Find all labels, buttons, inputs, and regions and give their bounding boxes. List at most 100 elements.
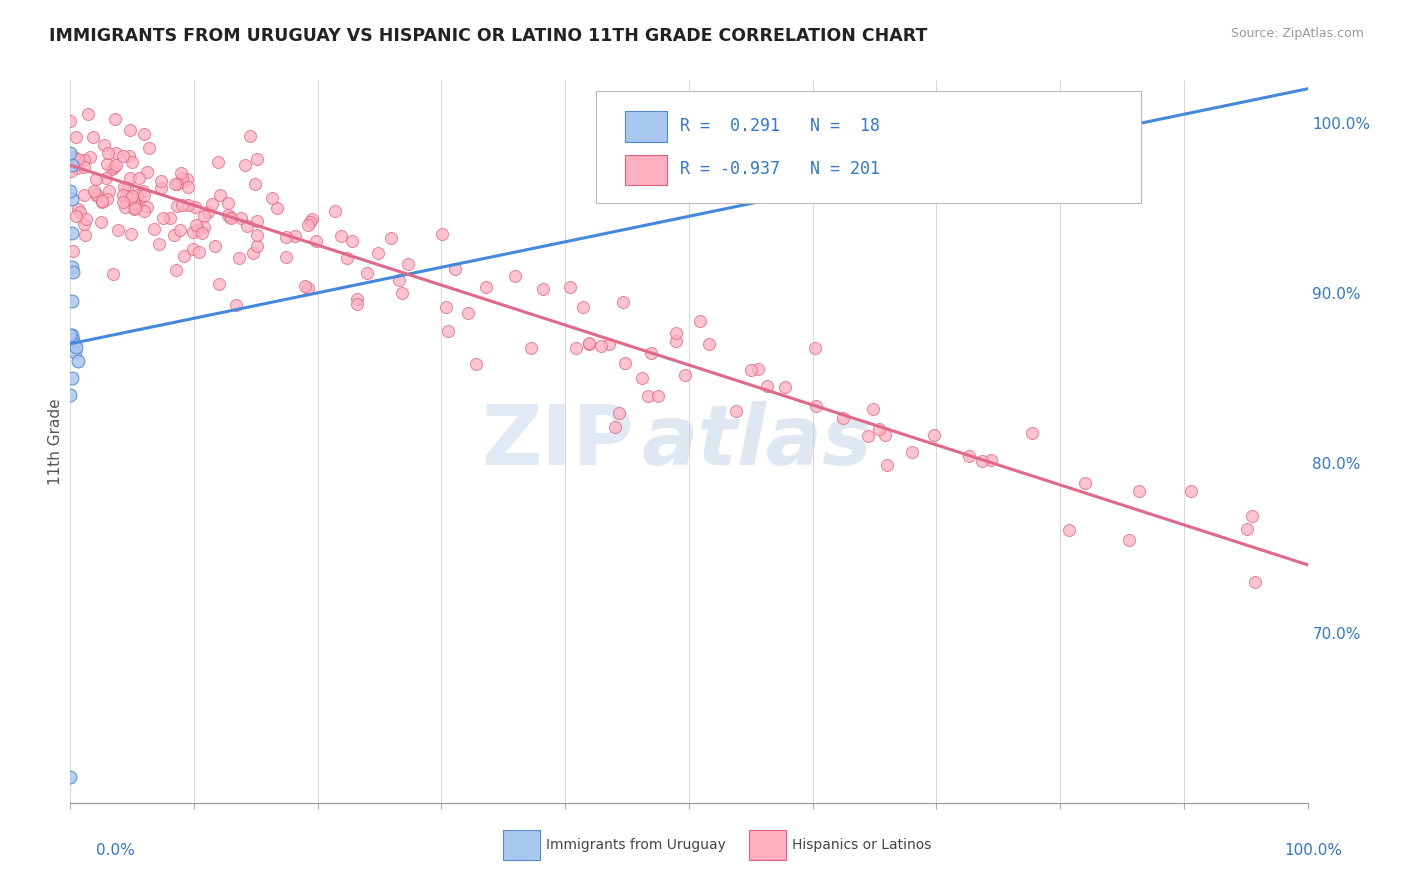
Point: [79, 150, 101, 164]
Point: [66, 161, 89, 175]
Point: [86, 189, 108, 203]
Point: [65, 130, 87, 145]
Point: [613, 356, 636, 370]
Point: [299, 215, 322, 229]
Point: [60, 328, 83, 343]
Point: [740, 363, 762, 377]
Point: [120, 191, 142, 205]
Point: [124, 201, 146, 215]
Point: [747, 362, 769, 376]
Point: [572, 300, 595, 314]
Point: [598, 336, 620, 351]
Point: [90, 215, 112, 229]
Point: [121, 154, 143, 169]
Point: [148, 237, 170, 252]
Point: [862, 402, 884, 417]
Point: [246, 214, 269, 228]
Text: R =  0.291   N =  18: R = 0.291 N = 18: [681, 117, 880, 135]
Point: [60, 371, 83, 385]
Point: [118, 148, 141, 162]
Point: [243, 177, 266, 191]
Point: [465, 357, 488, 371]
Point: [276, 250, 298, 264]
Point: [125, 197, 148, 211]
Point: [637, 388, 659, 402]
Point: [169, 222, 191, 236]
Point: [804, 341, 827, 355]
Point: [1180, 484, 1202, 499]
Point: [340, 234, 363, 248]
Point: [117, 181, 139, 195]
Point: [112, 149, 135, 163]
Point: [60, 164, 83, 178]
Point: [297, 281, 319, 295]
Point: [166, 177, 188, 191]
Point: [1244, 575, 1267, 590]
Text: 100.0%: 100.0%: [1285, 843, 1343, 858]
Point: [62, 265, 84, 279]
Point: [63, 336, 86, 351]
Point: [284, 228, 307, 243]
Point: [105, 158, 128, 172]
Point: [84, 186, 107, 201]
Point: [207, 155, 229, 169]
Point: [1059, 523, 1081, 537]
Point: [138, 141, 160, 155]
Point: [103, 161, 125, 175]
Text: Immigrants from Uruguay: Immigrants from Uruguay: [546, 838, 725, 852]
Point: [301, 212, 323, 227]
Point: [236, 219, 259, 233]
Point: [107, 223, 129, 237]
Text: ZIP: ZIP: [481, 401, 633, 482]
FancyBboxPatch shape: [596, 91, 1140, 203]
Point: [96, 157, 118, 171]
Point: [578, 336, 600, 351]
Point: [69, 205, 91, 219]
Point: [233, 158, 256, 172]
Point: [101, 161, 124, 176]
Point: [173, 249, 195, 263]
Point: [217, 195, 239, 210]
Point: [246, 228, 269, 243]
Point: [59, 184, 82, 198]
Point: [128, 195, 150, 210]
Point: [73, 188, 96, 202]
Point: [104, 112, 127, 127]
Text: IMMIGRANTS FROM URUGUAY VS HISPANIC OR LATINO 11TH GRADE CORRELATION CHART: IMMIGRANTS FROM URUGUAY VS HISPANIC OR L…: [49, 27, 928, 45]
Point: [132, 184, 155, 198]
Point: [112, 179, 135, 194]
Point: [84, 172, 107, 186]
Point: [170, 166, 193, 180]
Point: [900, 445, 922, 459]
Point: [181, 225, 204, 239]
Point: [77, 107, 100, 121]
Point: [260, 191, 283, 205]
Point: [612, 295, 634, 310]
Point: [66, 353, 89, 368]
Point: [132, 188, 155, 202]
Point: [143, 222, 166, 236]
FancyBboxPatch shape: [624, 112, 666, 142]
Point: [170, 170, 193, 185]
Point: [181, 242, 204, 256]
Point: [630, 370, 652, 384]
Point: [193, 209, 215, 223]
Point: [876, 458, 898, 472]
Point: [391, 286, 413, 301]
Point: [62, 334, 84, 348]
Point: [62, 244, 84, 258]
Point: [589, 339, 612, 353]
Point: [218, 210, 240, 224]
Point: [647, 390, 669, 404]
Point: [184, 200, 207, 214]
Point: [201, 197, 224, 211]
Point: [858, 429, 880, 443]
Point: [59, 388, 82, 402]
Point: [65, 340, 87, 354]
Point: [122, 202, 145, 217]
Point: [520, 341, 543, 355]
Point: [336, 251, 359, 265]
Point: [163, 178, 186, 192]
Point: [330, 229, 353, 244]
Point: [73, 227, 96, 242]
